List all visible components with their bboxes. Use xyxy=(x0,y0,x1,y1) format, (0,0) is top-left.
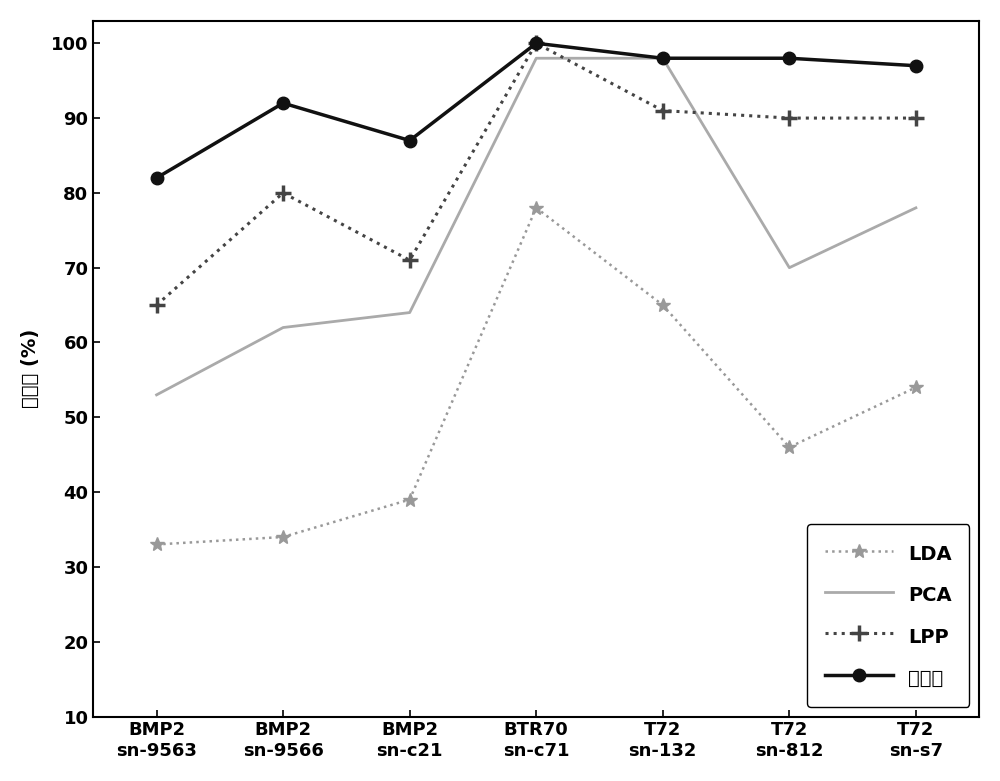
LPP xyxy=(657,106,669,116)
PCA xyxy=(910,203,922,212)
LPP xyxy=(783,113,795,123)
Line: LDA: LDA xyxy=(150,201,923,551)
本发明 xyxy=(530,38,542,48)
PCA xyxy=(404,308,416,317)
PCA xyxy=(151,390,163,400)
LPP xyxy=(404,255,416,265)
LPP xyxy=(910,113,922,123)
Line: LPP: LPP xyxy=(148,35,924,313)
本发明 xyxy=(151,173,163,183)
LPP xyxy=(530,38,542,48)
LDA xyxy=(657,301,669,310)
LPP xyxy=(277,188,289,198)
LPP xyxy=(151,301,163,310)
PCA xyxy=(530,54,542,63)
PCA xyxy=(783,263,795,273)
Legend: LDA, PCA, LPP, 本发明: LDA, PCA, LPP, 本发明 xyxy=(807,524,969,707)
本发明 xyxy=(404,136,416,145)
Line: PCA: PCA xyxy=(157,59,916,395)
LDA xyxy=(404,495,416,505)
本发明 xyxy=(657,54,669,63)
LDA xyxy=(530,203,542,212)
本发明 xyxy=(783,54,795,63)
LDA xyxy=(910,383,922,392)
本发明 xyxy=(910,61,922,70)
LDA xyxy=(151,540,163,549)
PCA xyxy=(657,54,669,63)
本发明 xyxy=(277,98,289,108)
LDA xyxy=(277,533,289,542)
Y-axis label: 识别率 (%): 识别率 (%) xyxy=(21,329,40,408)
LDA xyxy=(783,443,795,452)
PCA xyxy=(277,323,289,332)
Line: 本发明: 本发明 xyxy=(150,37,922,184)
